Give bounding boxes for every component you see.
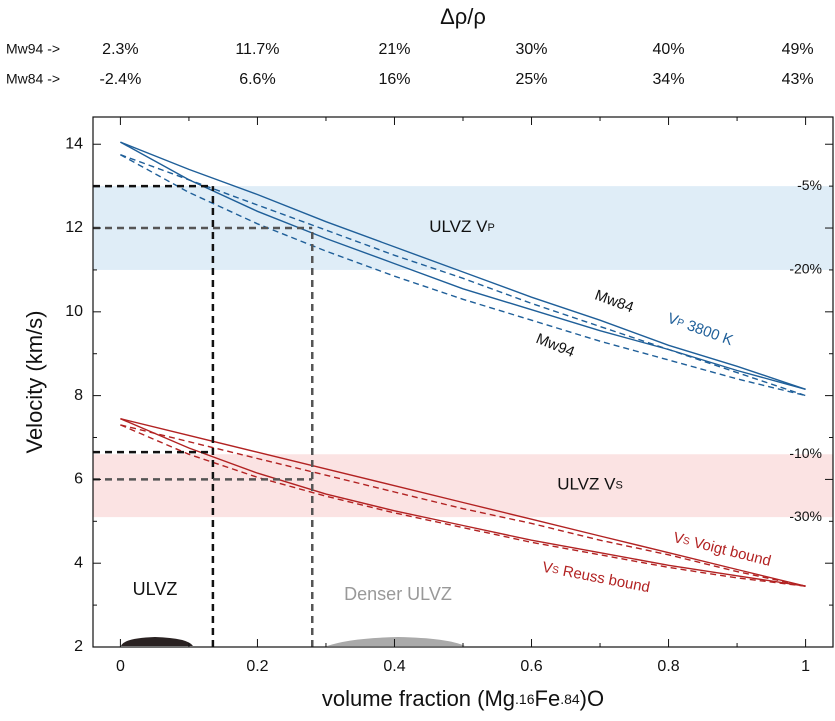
band-edge-label: -5% [797, 177, 822, 193]
x-tick-label: 0.2 [246, 658, 268, 675]
top-row-label: 16% [378, 71, 410, 88]
x-axis-label-part: Fe [535, 686, 561, 711]
top-row-label: -2.4% [100, 71, 142, 88]
annotation: VP 3800 K [665, 310, 735, 349]
top-row-name: Mw84 -> [6, 71, 60, 87]
y-tick-label: 10 [65, 303, 83, 320]
band-label-part: ULVZ V [557, 475, 616, 494]
series-line [120, 154, 806, 397]
annotation-part: Mw94 [533, 330, 576, 361]
band-label: ULVZ VS [557, 475, 623, 494]
annotation-part: Denser ULVZ [344, 584, 452, 604]
top-row-label: 43% [782, 71, 814, 88]
band-edge-label: -30% [789, 508, 822, 524]
series-line [120, 418, 806, 587]
top-row-label: 40% [653, 41, 685, 58]
top-row-label: 11.7% [235, 41, 279, 58]
band-label: ULVZ VP [429, 218, 495, 237]
annotation-part: P [675, 317, 685, 330]
x-axis-label: volume fraction (Mg.16Fe.84)O [322, 686, 604, 711]
ulvz-shape [121, 637, 193, 646]
y-tick-label: 6 [74, 471, 83, 488]
top-row-name: Mw94 -> [6, 41, 60, 57]
annotation: ULVZ [133, 579, 178, 599]
band-edge-label: -10% [789, 445, 822, 461]
annotation-part: Reuss bound [557, 562, 651, 596]
top-row-label: 49% [782, 41, 814, 58]
top-row-label: 25% [516, 71, 548, 88]
x-tick-label: 0.6 [520, 658, 542, 675]
x-axis-label-part: )O [580, 686, 604, 711]
annotation-part: S [682, 535, 691, 547]
x-tick-label: 0 [116, 658, 125, 675]
top-row-label: 6.6% [239, 71, 275, 88]
top-row-label: 34% [653, 71, 685, 88]
series-line [120, 418, 806, 587]
annotation: VS Voigt bound [672, 529, 773, 570]
band [93, 454, 833, 518]
annotation-part: Voigt bound [688, 533, 773, 570]
top-row-label: 30% [516, 41, 548, 58]
y-tick-label: 4 [74, 554, 83, 571]
series-line [120, 141, 806, 390]
x-axis-label-part: .16 [515, 691, 535, 707]
top-row-label: 2.3% [102, 41, 138, 58]
annotation-part: ULVZ [133, 579, 178, 599]
annotation-part: Mw84 [592, 287, 635, 317]
denser-ulvz-shape [327, 637, 465, 646]
annotation: Mw94 [533, 330, 576, 361]
top-row-label: 21% [378, 41, 410, 58]
x-tick-label: 0.4 [383, 658, 405, 675]
annotation-part: V [541, 559, 554, 578]
annotation: Denser ULVZ [344, 584, 452, 604]
annotation-part: V [672, 529, 686, 548]
annotation-part: 3800 K [681, 316, 735, 350]
x-tick-label: 0.8 [657, 658, 679, 675]
y-tick-label: 8 [74, 387, 83, 404]
band-label-part: ULVZ V [429, 218, 488, 237]
series-line [120, 424, 806, 587]
band-edge-label: -20% [789, 261, 822, 277]
x-tick-label: 1 [801, 658, 810, 675]
series-line [120, 424, 806, 587]
top-axis-title: Δρ/ρ [440, 4, 486, 29]
annotation: Mw84 [592, 287, 635, 317]
x-axis-label-part: .84 [560, 691, 580, 707]
y-tick-label: 2 [74, 638, 83, 655]
x-axis-label-part: volume fraction (Mg [322, 686, 515, 711]
y-axis-label: Velocity (km/s) [22, 310, 47, 453]
annotation-part: S [551, 564, 560, 576]
y-tick-label: 14 [65, 135, 83, 152]
band-label-part: P [487, 222, 494, 234]
annotation: VS Reuss bound [541, 559, 652, 597]
series-line [120, 154, 806, 397]
band-label-part: S [615, 480, 622, 492]
y-tick-label: 12 [65, 219, 83, 236]
